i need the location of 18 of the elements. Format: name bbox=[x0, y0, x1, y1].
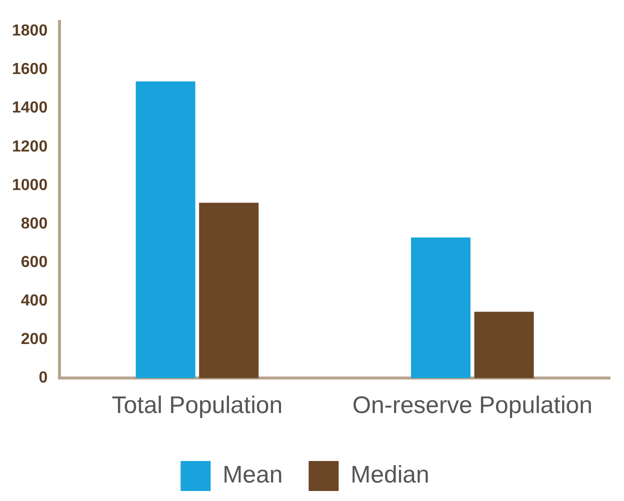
y-tick-label: 1200 bbox=[12, 138, 48, 156]
y-tick-label: 1000 bbox=[12, 176, 48, 194]
legend-label: Median bbox=[350, 462, 430, 489]
x-tick-label: On-reserve Population bbox=[352, 392, 592, 420]
y-tick-label: 800 bbox=[20, 215, 48, 232]
bar bbox=[474, 312, 534, 378]
y-tick-label: 1600 bbox=[12, 61, 48, 78]
y-tick-label: 400 bbox=[20, 292, 48, 310]
bar bbox=[411, 237, 470, 378]
y-tick-label: 600 bbox=[20, 254, 48, 271]
y-tick-label: 1800 bbox=[12, 22, 48, 40]
bar bbox=[199, 202, 259, 378]
y-tick-label: 0 bbox=[38, 370, 48, 387]
y-tick-label: 1400 bbox=[12, 100, 48, 117]
x-tick-label: Total Population bbox=[112, 392, 283, 420]
bar bbox=[136, 81, 196, 378]
y-tick-label: 200 bbox=[20, 331, 48, 348]
legend-label: Mean bbox=[222, 462, 283, 489]
